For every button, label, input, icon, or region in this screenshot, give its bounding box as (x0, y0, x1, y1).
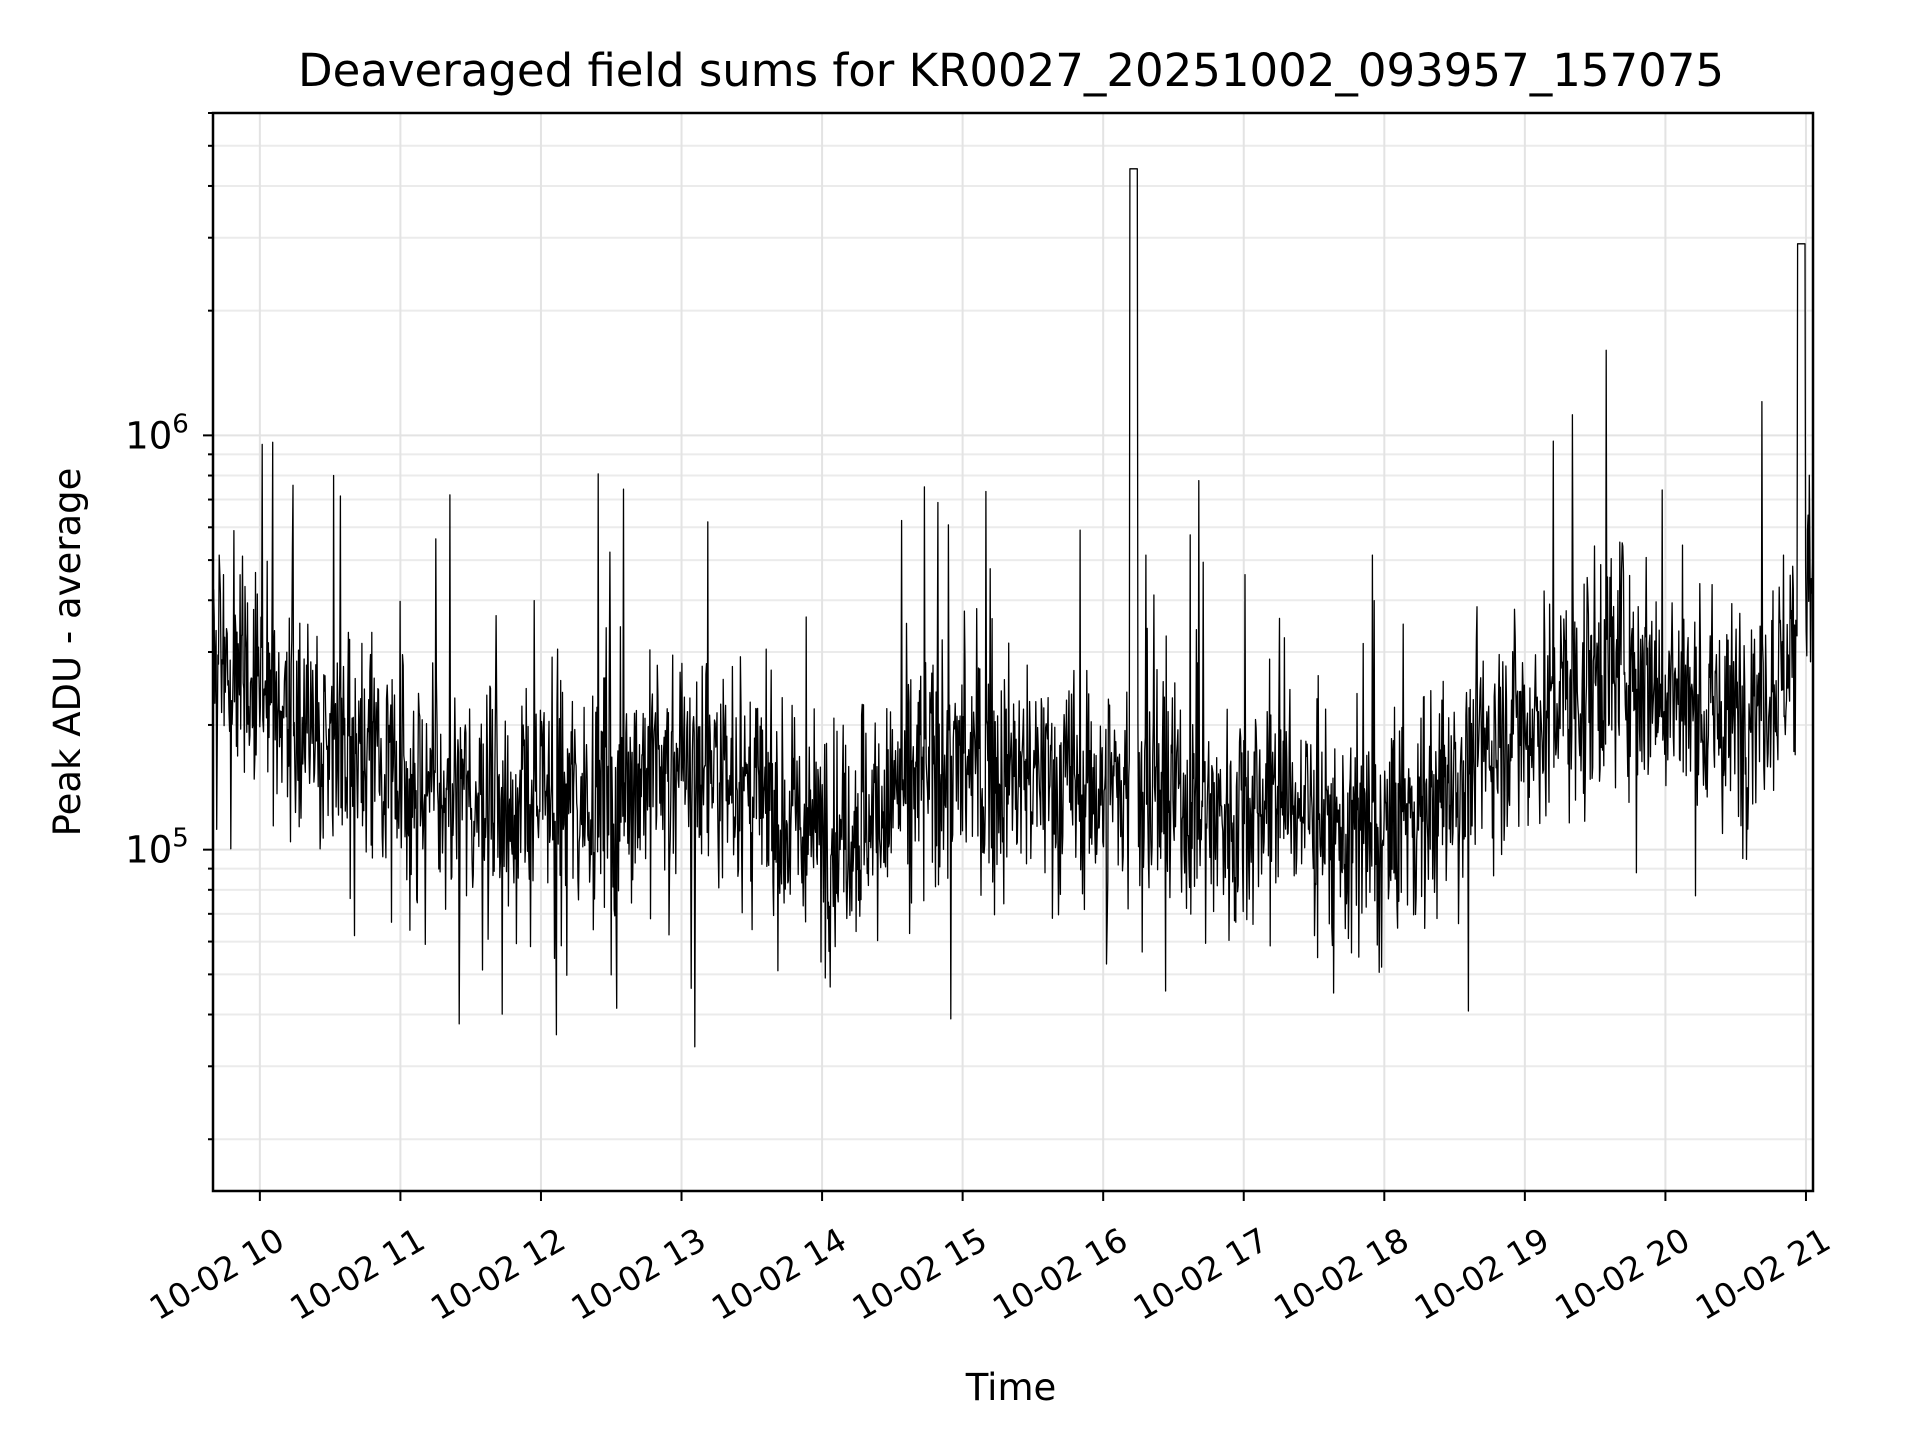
y-axis-label: Peak ADU - average (46, 468, 89, 837)
series-layer (212, 168, 1814, 1048)
y-tick-label: 106 (125, 409, 189, 457)
x-tick-label: 10-02 20 (1548, 1220, 1696, 1328)
x-tick-label: 10-02 18 (1267, 1220, 1415, 1328)
y-tick-label: 105 (125, 824, 189, 872)
x-tick-label: 10-02 14 (705, 1220, 853, 1328)
x-tick-label: 10-02 10 (143, 1220, 291, 1328)
x-tick-label: 10-02 13 (564, 1220, 712, 1328)
x-tick-label: 10-02 17 (1127, 1220, 1275, 1328)
x-tick-label: 10-02 16 (986, 1220, 1134, 1328)
x-tick-label: 10-02 21 (1689, 1220, 1837, 1328)
x-tick-label: 10-02 19 (1408, 1220, 1556, 1328)
x-tick-label: 10-02 12 (424, 1220, 572, 1328)
series-line (212, 168, 1814, 1048)
x-tick-label: 10-02 11 (283, 1220, 431, 1328)
x-axis-label: Time (965, 1366, 1057, 1409)
chart-title: Deaveraged field sums for KR0027_2025100… (298, 44, 1724, 97)
x-tick-label: 10-02 15 (845, 1220, 993, 1328)
